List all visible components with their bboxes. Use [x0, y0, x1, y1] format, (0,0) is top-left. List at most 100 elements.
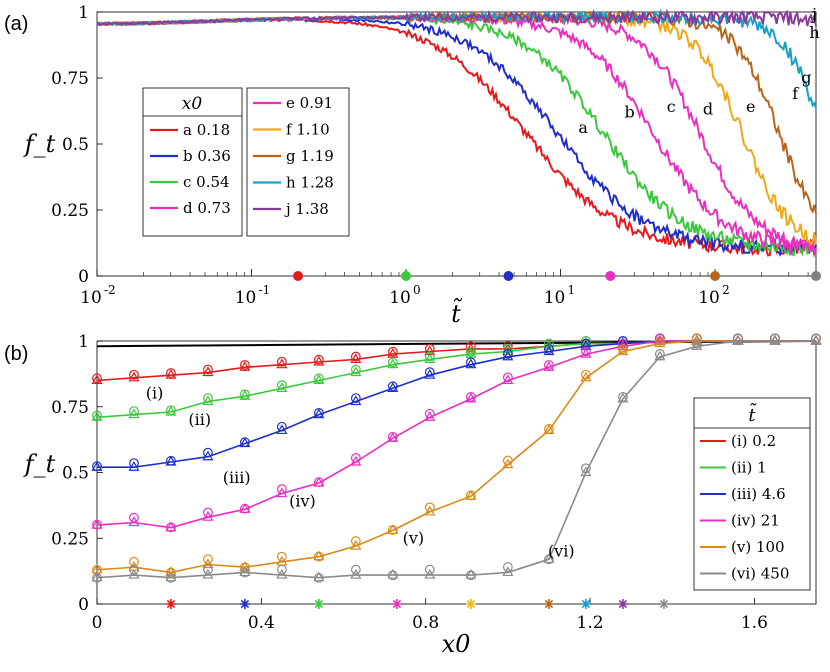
data-point-triangle [580, 347, 592, 358]
data-point-triangle [165, 566, 177, 577]
data-point-circle [581, 463, 591, 474]
legend-title: t̃ [748, 403, 757, 426]
data-point-circle [691, 333, 702, 344]
legend-entry: j 1.38 [284, 200, 329, 218]
data-point-triangle [465, 568, 477, 579]
data-point-triangle [465, 358, 477, 369]
data-point-circle [544, 344, 554, 354]
time-marker-dot [401, 271, 412, 281]
data-point-triangle [313, 374, 325, 385]
data-point-circle [654, 336, 665, 346]
x-axis-label-b: x0 [442, 630, 471, 658]
time-marker-dot [503, 271, 514, 281]
data-point-triangle [769, 334, 781, 345]
data-point-triangle [91, 461, 103, 471]
data-point-triangle [165, 571, 177, 582]
data-point-circle [387, 346, 398, 357]
data-point-circle [811, 333, 821, 344]
data-point-triangle [165, 455, 177, 466]
x-tick-label-b: 0 [92, 613, 103, 633]
data-point-triangle [91, 374, 103, 385]
x-tick-label-a: 10 [235, 288, 257, 308]
legend-entry: (i) 0.2 [731, 432, 776, 450]
data-point-circle [502, 349, 513, 359]
data-point-triangle [91, 571, 103, 582]
data-point-triangle [543, 361, 555, 371]
x-tick-label-a: 10 [80, 288, 102, 308]
legend-entry: c 0.54 [183, 173, 230, 191]
data-point-triangle [239, 560, 251, 571]
data-point-circle [654, 333, 665, 344]
position-marker-star [165, 599, 176, 609]
legend-entry: d 0.73 [183, 199, 231, 217]
panel-label-b: (b) [4, 343, 28, 365]
x-tick-label-b: 1.6 [741, 613, 768, 633]
data-point-triangle [350, 353, 362, 364]
position-marker-star [580, 599, 591, 609]
data-point-triangle [424, 568, 436, 579]
curve-label-e: e [746, 97, 755, 116]
position-marker-star [617, 599, 628, 609]
legend-entry: e 0.91 [286, 94, 333, 112]
data-point-triangle [202, 568, 214, 579]
legend-a-left: x0 a 0.18 b 0.36 c 0.54 d 0.73 [142, 87, 243, 237]
data-point-circle [502, 372, 513, 383]
data-point-triangle [239, 566, 251, 577]
legend-a-right: e 0.91 f 1.10 g 1.19 h 1.28 j 1.38 [246, 87, 350, 237]
data-point-triangle [732, 334, 744, 345]
data-point-triangle [91, 518, 103, 529]
curve-label-h: h [809, 23, 819, 42]
data-point-triangle [91, 411, 103, 421]
data-point-triangle [580, 371, 592, 382]
data-point-circle [203, 393, 213, 404]
curve-label-j: j [810, 5, 817, 24]
data-point-triangle [165, 368, 177, 379]
y-tick-label-b: 0.75 [51, 398, 89, 418]
data-point-triangle [165, 405, 177, 416]
x-tick-label-a: 10 [544, 288, 566, 308]
y-tick-label-a: 0.75 [51, 69, 89, 89]
data-point-triangle [239, 503, 251, 513]
data-point-circle [502, 562, 513, 572]
curve-label-a: a [578, 118, 588, 137]
data-point-circle [502, 455, 513, 466]
y-tick-label-a: 0.5 [62, 135, 89, 155]
data-point-circle [350, 564, 361, 575]
data-point-circle [654, 349, 665, 359]
panel-b: (b) 0 0.25 0.5 0.75 1 0 0.4 0.8 1.2 1.6 f_t x0 (i) (ii… [4, 332, 822, 658]
data-point-triangle [465, 392, 477, 403]
data-point-triangle [810, 334, 822, 345]
legend-entry: h 1.28 [286, 174, 334, 192]
data-point-circle [544, 360, 554, 370]
data-point-circle [465, 357, 476, 368]
x-tick-label-b: 1.2 [577, 613, 604, 633]
data-point-triangle [276, 487, 288, 498]
data-point-triangle [350, 539, 362, 550]
data-point-triangle [691, 340, 703, 350]
series-line-(vi) [96, 340, 816, 579]
position-marker-star [239, 599, 250, 609]
legend-title: x0 [182, 94, 203, 114]
data-point-triangle [502, 350, 514, 361]
data-point-circle [581, 346, 591, 357]
data-point-circle [465, 346, 476, 357]
x-tick-label-a: 10 [698, 288, 720, 308]
series-line-(v) [96, 340, 816, 574]
legend-entry: (iv) 21 [731, 512, 780, 530]
data-point-triangle [580, 466, 592, 477]
data-point-triangle [128, 408, 140, 419]
curve-label-b: b [625, 102, 635, 121]
data-point-circle [617, 338, 628, 349]
data-point-circle [424, 564, 435, 575]
data-point-triangle [502, 566, 514, 577]
data-point-circle [350, 364, 361, 375]
curve-label: (iv) [289, 491, 316, 510]
data-point-circle [203, 447, 213, 458]
data-point-triangle [387, 524, 399, 534]
data-point-circle [581, 338, 591, 349]
data-point-circle [92, 373, 102, 384]
data-point-triangle [276, 358, 288, 369]
curve-label: (ii) [188, 410, 211, 429]
data-point-circle [203, 554, 213, 565]
